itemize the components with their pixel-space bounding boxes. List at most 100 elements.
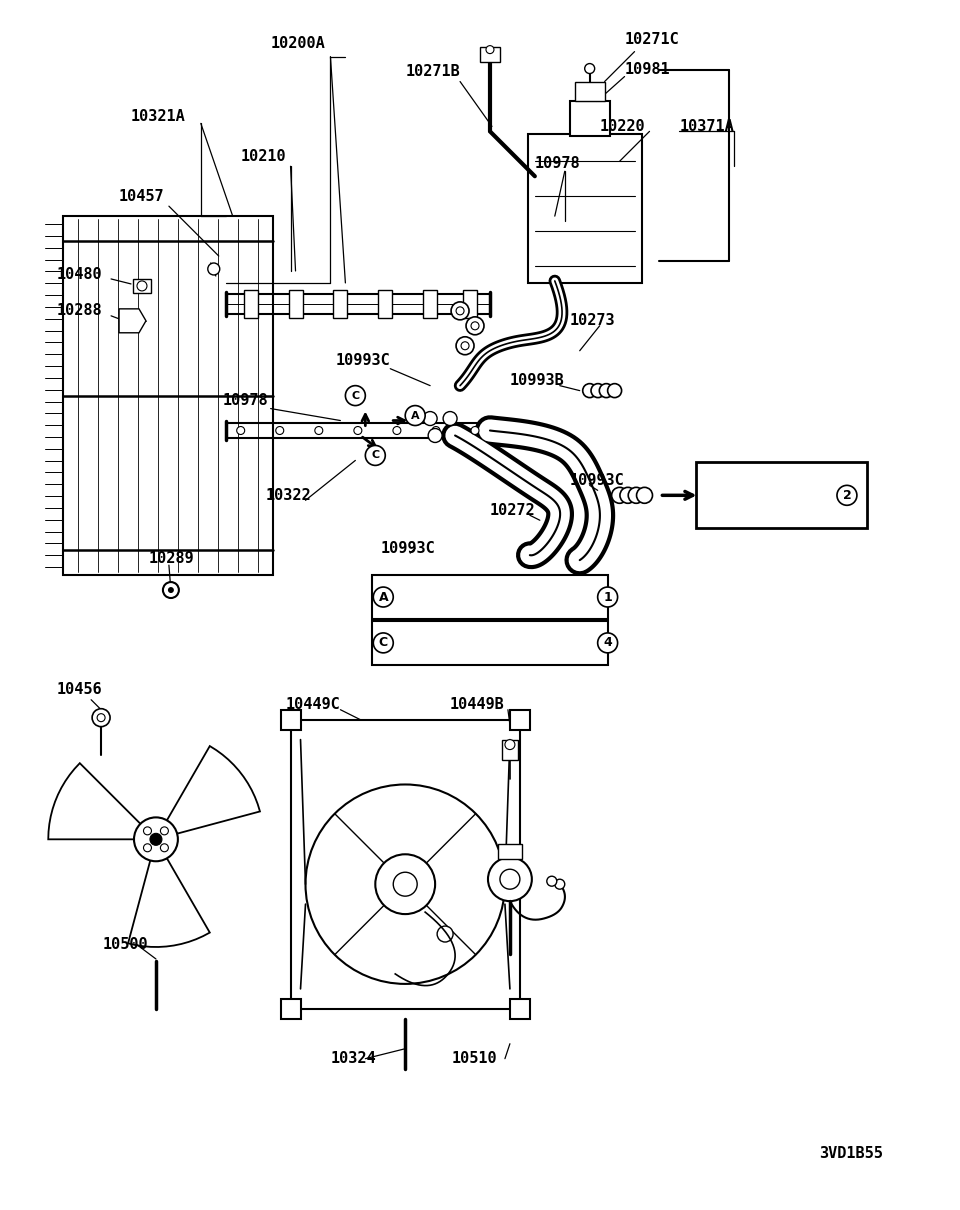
Circle shape <box>500 869 520 889</box>
Text: 10993C: 10993C <box>380 541 435 555</box>
Polygon shape <box>48 764 140 840</box>
Circle shape <box>366 445 385 466</box>
Text: 10456: 10456 <box>57 682 102 697</box>
Circle shape <box>373 633 394 653</box>
Text: 10321A: 10321A <box>131 109 186 123</box>
Circle shape <box>150 834 162 846</box>
Text: C: C <box>378 636 388 650</box>
Circle shape <box>585 64 594 74</box>
Bar <box>498 845 522 859</box>
Text: REF.: REF. <box>711 476 748 491</box>
Text: 10322: 10322 <box>266 488 311 503</box>
Circle shape <box>237 426 245 434</box>
Bar <box>510 710 530 730</box>
Bar <box>289 290 302 318</box>
Circle shape <box>555 880 564 889</box>
Circle shape <box>315 426 323 434</box>
Circle shape <box>346 386 366 405</box>
Circle shape <box>160 843 168 852</box>
Text: 10324: 10324 <box>330 1051 376 1066</box>
Text: 10289: 10289 <box>149 551 195 565</box>
Text: 10210: 10210 <box>241 149 286 163</box>
Circle shape <box>375 854 435 914</box>
Bar <box>510 999 530 1019</box>
Text: 10993C: 10993C <box>335 353 390 368</box>
Bar <box>244 290 257 318</box>
Circle shape <box>163 582 179 598</box>
Text: 10457: 10457 <box>119 189 165 203</box>
Circle shape <box>620 488 636 503</box>
Circle shape <box>598 587 617 607</box>
Circle shape <box>461 341 469 350</box>
Circle shape <box>143 843 152 852</box>
Circle shape <box>143 826 152 835</box>
FancyBboxPatch shape <box>696 462 867 529</box>
Circle shape <box>598 633 617 653</box>
Text: 10449B: 10449B <box>450 697 505 713</box>
Circle shape <box>437 926 453 943</box>
Circle shape <box>599 384 613 398</box>
Bar <box>291 720 520 1009</box>
Circle shape <box>608 384 621 398</box>
Circle shape <box>628 488 644 503</box>
Text: 14-120: 14-120 <box>711 500 766 514</box>
Text: 10500: 10500 <box>103 937 149 951</box>
Text: 10288: 10288 <box>57 304 102 318</box>
Bar <box>280 710 300 730</box>
Bar <box>63 217 273 575</box>
Bar <box>569 102 610 137</box>
Bar <box>423 290 437 318</box>
Circle shape <box>354 426 362 434</box>
Text: 10272: 10272 <box>490 503 536 518</box>
Circle shape <box>471 322 479 330</box>
Circle shape <box>591 384 605 398</box>
Text: 10978: 10978 <box>223 393 269 408</box>
Text: 10981: 10981 <box>625 62 670 77</box>
Bar <box>502 739 517 760</box>
Text: 2: 2 <box>843 489 852 502</box>
Text: 1: 1 <box>603 590 612 604</box>
Text: 10449C: 10449C <box>285 697 340 713</box>
Circle shape <box>547 876 557 886</box>
Text: 4: 4 <box>603 636 612 650</box>
Circle shape <box>207 263 220 275</box>
Text: C: C <box>351 391 359 401</box>
Circle shape <box>471 426 479 434</box>
Circle shape <box>837 485 857 506</box>
Text: 10200A: 10200A <box>271 36 325 51</box>
Circle shape <box>444 411 457 426</box>
Circle shape <box>423 411 437 426</box>
Text: A: A <box>411 410 420 421</box>
Circle shape <box>466 317 484 335</box>
Circle shape <box>393 426 401 434</box>
Text: 10480: 10480 <box>57 267 102 282</box>
Circle shape <box>456 336 474 355</box>
Circle shape <box>456 307 464 315</box>
Text: 3VD1B55: 3VD1B55 <box>819 1146 883 1160</box>
Text: 10220: 10220 <box>600 119 645 134</box>
Polygon shape <box>128 858 210 947</box>
FancyBboxPatch shape <box>528 134 641 283</box>
Text: REF. 11-120: REF. 11-120 <box>398 589 498 605</box>
Text: A: A <box>378 590 388 604</box>
Bar <box>133 280 151 293</box>
Bar <box>378 290 393 318</box>
Circle shape <box>160 826 168 835</box>
Text: 10371A: 10371A <box>680 119 734 134</box>
Polygon shape <box>119 309 146 333</box>
Text: 10510: 10510 <box>452 1051 497 1066</box>
Text: 10993C: 10993C <box>569 473 625 488</box>
Text: 10271C: 10271C <box>625 33 680 47</box>
Circle shape <box>97 714 105 721</box>
Circle shape <box>305 784 505 984</box>
Circle shape <box>92 709 110 727</box>
Text: C: C <box>372 450 379 461</box>
Circle shape <box>373 587 394 607</box>
Circle shape <box>432 426 440 434</box>
Bar <box>280 999 300 1019</box>
Circle shape <box>636 488 653 503</box>
Text: 10273: 10273 <box>569 313 615 328</box>
FancyBboxPatch shape <box>372 621 608 664</box>
Bar <box>575 81 605 102</box>
Circle shape <box>394 872 418 897</box>
